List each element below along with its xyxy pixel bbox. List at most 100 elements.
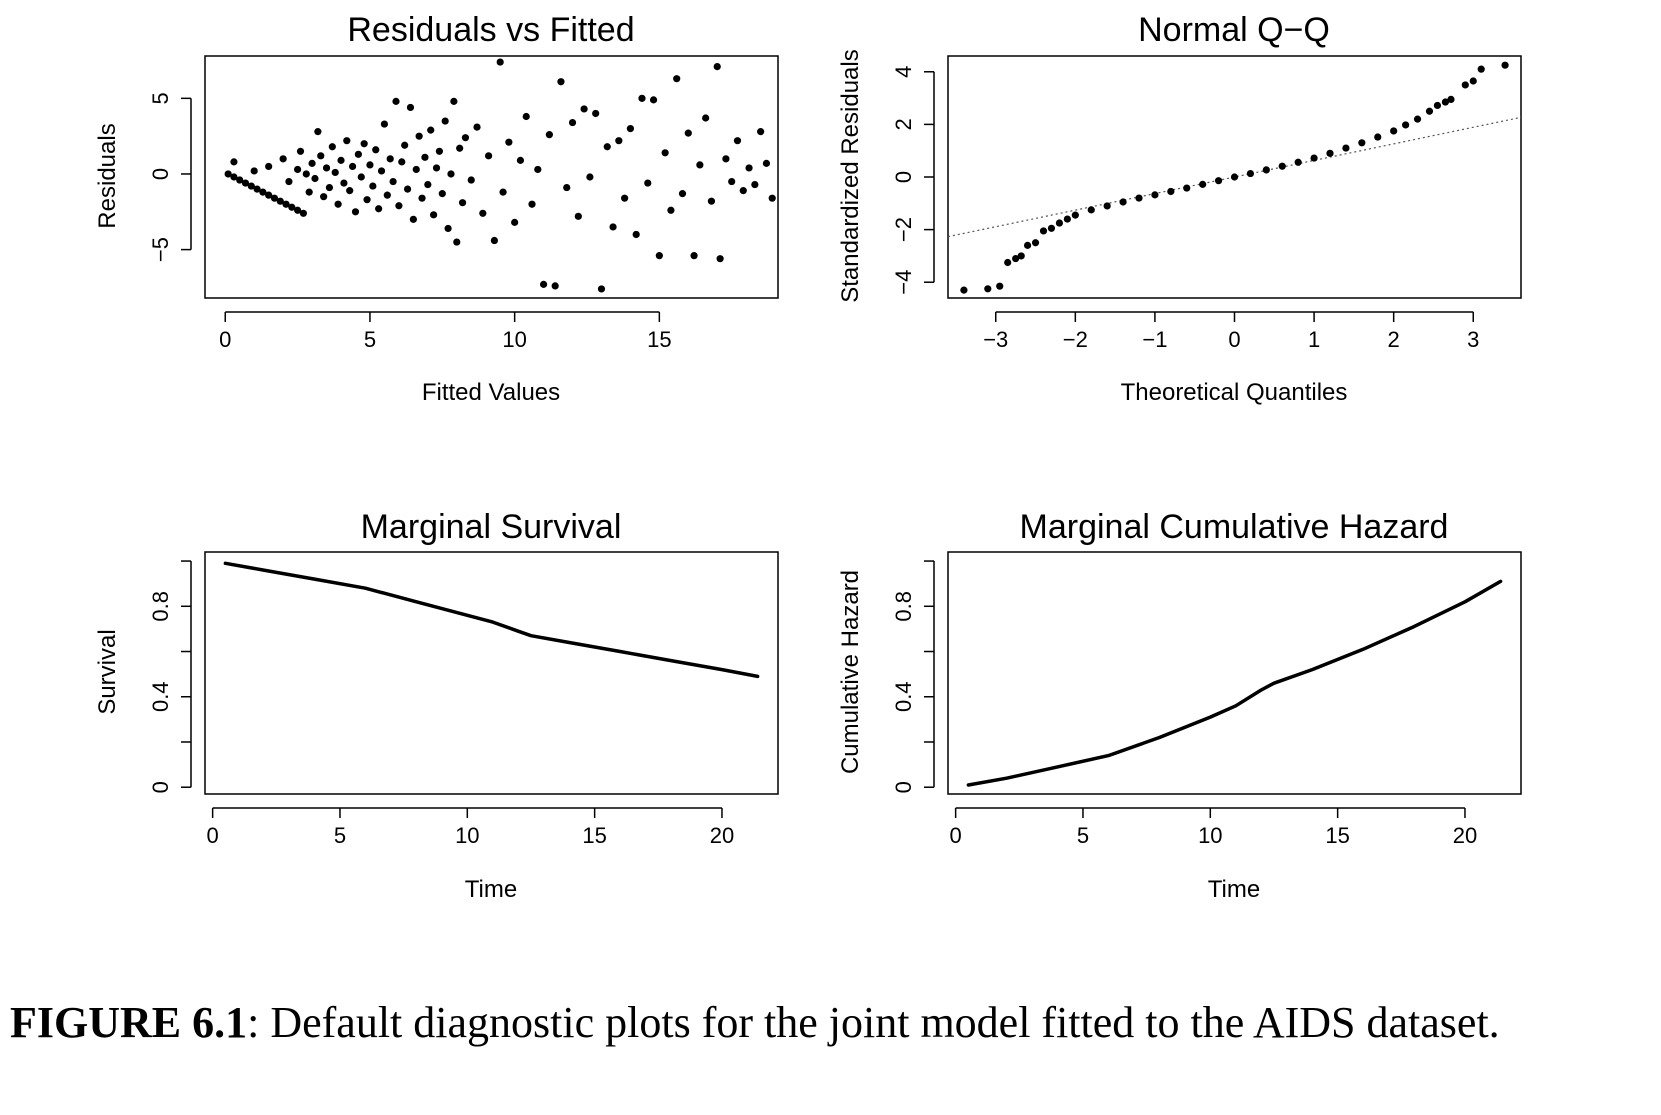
data-point [230, 158, 238, 166]
data-point [302, 170, 310, 178]
data-point [751, 180, 759, 189]
data-point [435, 147, 444, 155]
data-point [450, 97, 458, 105]
data-point [1199, 180, 1207, 188]
x-tick-label: 5 [1077, 823, 1089, 848]
data-point [496, 58, 504, 66]
x-axis-label: Time [465, 876, 517, 903]
data-point [716, 255, 724, 263]
data-point [279, 155, 287, 163]
x-tick-label: 20 [1453, 823, 1477, 848]
y-tick-label: 0.4 [891, 681, 916, 712]
data-point [456, 144, 464, 152]
data-point [1441, 98, 1449, 106]
y-tick-label: 0 [891, 781, 916, 793]
data-point [412, 165, 420, 174]
marginal-survival-panel: Marginal Survival Time Survival 0 5 10 15 20… [94, 508, 779, 903]
data-point [236, 176, 244, 184]
y-tick-label: −2 [891, 217, 916, 242]
data-point [294, 206, 302, 214]
data-point [311, 174, 319, 183]
data-point [1433, 101, 1442, 110]
data-point [632, 230, 640, 239]
data-point [1183, 184, 1191, 192]
data-point [375, 205, 383, 213]
data-point [372, 146, 380, 154]
figure-caption: FIGURE 6.1: Default diagnostic plots for… [10, 995, 1655, 1051]
data-point [1310, 154, 1318, 162]
y-tick-label: 2 [891, 118, 916, 130]
data-point [1119, 198, 1127, 206]
data-point [545, 131, 553, 139]
data-point [1055, 219, 1064, 227]
data-point [603, 143, 611, 151]
data-point [1425, 107, 1434, 115]
data-point [447, 170, 455, 178]
data-point [1374, 133, 1382, 141]
data-point [1230, 173, 1239, 181]
data-point [713, 62, 721, 71]
data-point [473, 123, 481, 131]
data-point [346, 187, 354, 195]
x-tick-label: 10 [1198, 823, 1222, 848]
residuals-vs-fitted-panel: Residuals vs Fitted Fitted Values Residu… [94, 11, 779, 406]
data-point [360, 140, 368, 148]
y-tick-label: 0 [891, 171, 916, 183]
data-point [984, 285, 992, 293]
data-point [1358, 139, 1366, 147]
data-point [621, 194, 629, 202]
y-axis-label: Standardized Residuals [837, 49, 864, 303]
data-point [1278, 162, 1286, 170]
data-point [707, 197, 716, 205]
x-axis-label: Time [1208, 876, 1260, 903]
y-tick-label: 0.8 [148, 591, 173, 622]
data-point [322, 164, 331, 172]
data-point [739, 187, 747, 195]
data-point [253, 185, 261, 193]
data-point [1326, 149, 1334, 157]
data-point [1151, 191, 1159, 199]
data-point [377, 167, 386, 175]
data-point [328, 143, 336, 151]
x-axis-label: Fitted Values [422, 379, 560, 406]
x-axis-label: Theoretical Quantiles [1121, 379, 1348, 406]
data-point [288, 203, 296, 211]
data-point [314, 128, 322, 136]
series-line [966, 579, 1503, 787]
data-point [490, 236, 498, 245]
data-point [733, 137, 742, 145]
data-point [1402, 121, 1410, 129]
data-point [615, 137, 623, 145]
data-point [690, 252, 698, 260]
data-point [511, 218, 519, 226]
data-point [366, 161, 374, 169]
y-tick-label: 0 [148, 168, 173, 180]
data-point [722, 155, 730, 163]
data-point [458, 199, 467, 207]
data-point [354, 150, 362, 158]
data-point [1477, 65, 1485, 73]
data-point [250, 167, 258, 175]
data-point [1413, 115, 1422, 123]
data-point [1039, 227, 1048, 235]
x-tick-label: 15 [1325, 823, 1349, 848]
data-point [247, 182, 255, 190]
plot-area [223, 561, 760, 679]
data-point [296, 147, 305, 155]
plot-frame [947, 55, 1522, 299]
data-point [757, 128, 765, 136]
data-point [661, 149, 669, 157]
data-point [430, 211, 438, 219]
data-point [557, 78, 565, 86]
x-tick-label: 0 [207, 823, 219, 848]
data-point [403, 185, 412, 193]
data-point [551, 282, 559, 290]
data-point [241, 179, 250, 187]
data-point [1447, 95, 1455, 104]
data-point [294, 165, 302, 174]
chart-title: Marginal Survival [361, 508, 622, 546]
y-tick-label: −4 [891, 270, 916, 295]
data-point [386, 155, 394, 163]
y-axis-label: Residuals [94, 123, 121, 228]
plot-area [966, 579, 1503, 787]
